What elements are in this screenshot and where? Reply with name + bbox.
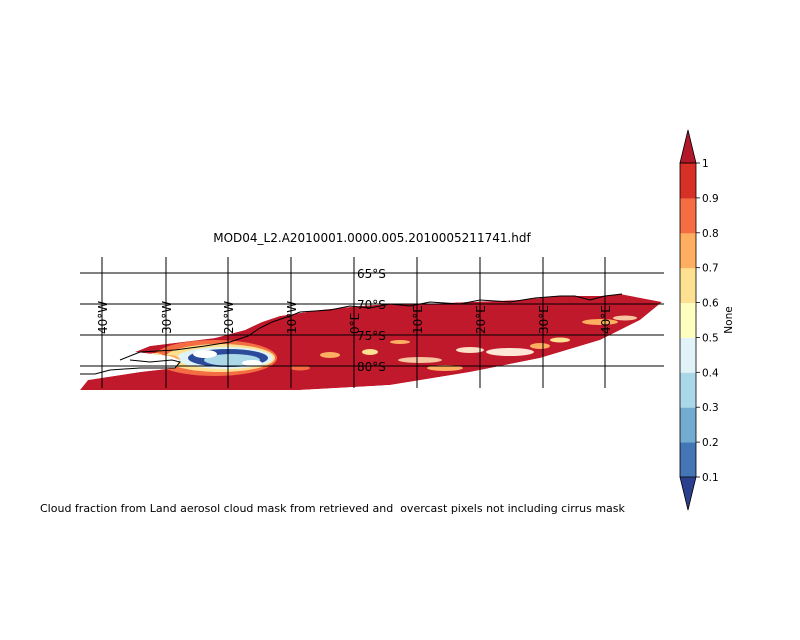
lon-label-10e: 10°E	[411, 305, 425, 334]
colorbar-extend-high	[679, 129, 697, 164]
lat-label-75s: 75°S	[357, 329, 386, 343]
lon-label-30w: 30°W	[160, 301, 174, 334]
colorbar-outline	[679, 162, 697, 478]
lon-label-10w: 10°W	[285, 301, 299, 334]
lat-label-65s: 65°S	[357, 267, 386, 281]
map-caption: Cloud fraction from Land aerosol cloud m…	[40, 502, 625, 515]
colorbar-band	[680, 302, 696, 338]
lon-label-40w: 40°W	[96, 301, 110, 334]
colorbar-band	[680, 197, 696, 234]
lon-label-0e: 0°E	[348, 313, 362, 334]
lon-label-40e: 40°E	[599, 305, 613, 334]
colorbar-label: None	[723, 306, 735, 333]
colorbar-band	[680, 267, 696, 304]
colorbar-band	[680, 372, 696, 408]
colorbar-tick-label: 0.9	[702, 193, 719, 205]
colorbar-tick-label: 0.7	[702, 263, 719, 275]
lon-label-30e: 30°E	[537, 305, 551, 334]
lon-label-20w: 20°W	[222, 301, 236, 334]
map-title: MOD04_L2.A2010001.0000.005.2010005211741…	[213, 231, 531, 245]
colorbar-tick-label: 0.2	[702, 437, 719, 449]
colorbar-tick-label: 0.4	[702, 367, 719, 379]
colorbar-tick-label: 0.6	[702, 298, 719, 310]
colorbar-band	[680, 407, 696, 443]
graticule	[80, 257, 664, 388]
colorbar-band	[680, 337, 696, 373]
colorbar-tick-label: 1	[702, 158, 709, 170]
colorbar-band	[680, 232, 696, 269]
colorbar-extend-low	[679, 476, 697, 511]
colorbar-tick-label: 0.3	[702, 402, 719, 414]
lat-label-70s: 70°S	[357, 298, 386, 312]
colorbar-tick-label: 0.1	[702, 472, 719, 484]
colorbar-tick-label: 0.8	[702, 228, 719, 240]
latitude-labels: 65°S 70°S 75°S 80°S	[357, 267, 386, 374]
colorbar: 0.1 0.2 0.3 0.4 0.5 0.6 0.7 0.8 0.9 1	[679, 129, 719, 511]
colorbar-tick-label: 0.5	[702, 332, 719, 344]
colorbar-band	[680, 442, 696, 478]
lon-label-20e: 20°E	[474, 305, 488, 334]
colorbar-band	[680, 163, 696, 199]
lat-label-80s: 80°S	[357, 360, 386, 374]
longitude-labels: 40°W 30°W 20°W 10°W 0°E 10°E 20°E 30°E 4…	[96, 301, 613, 334]
